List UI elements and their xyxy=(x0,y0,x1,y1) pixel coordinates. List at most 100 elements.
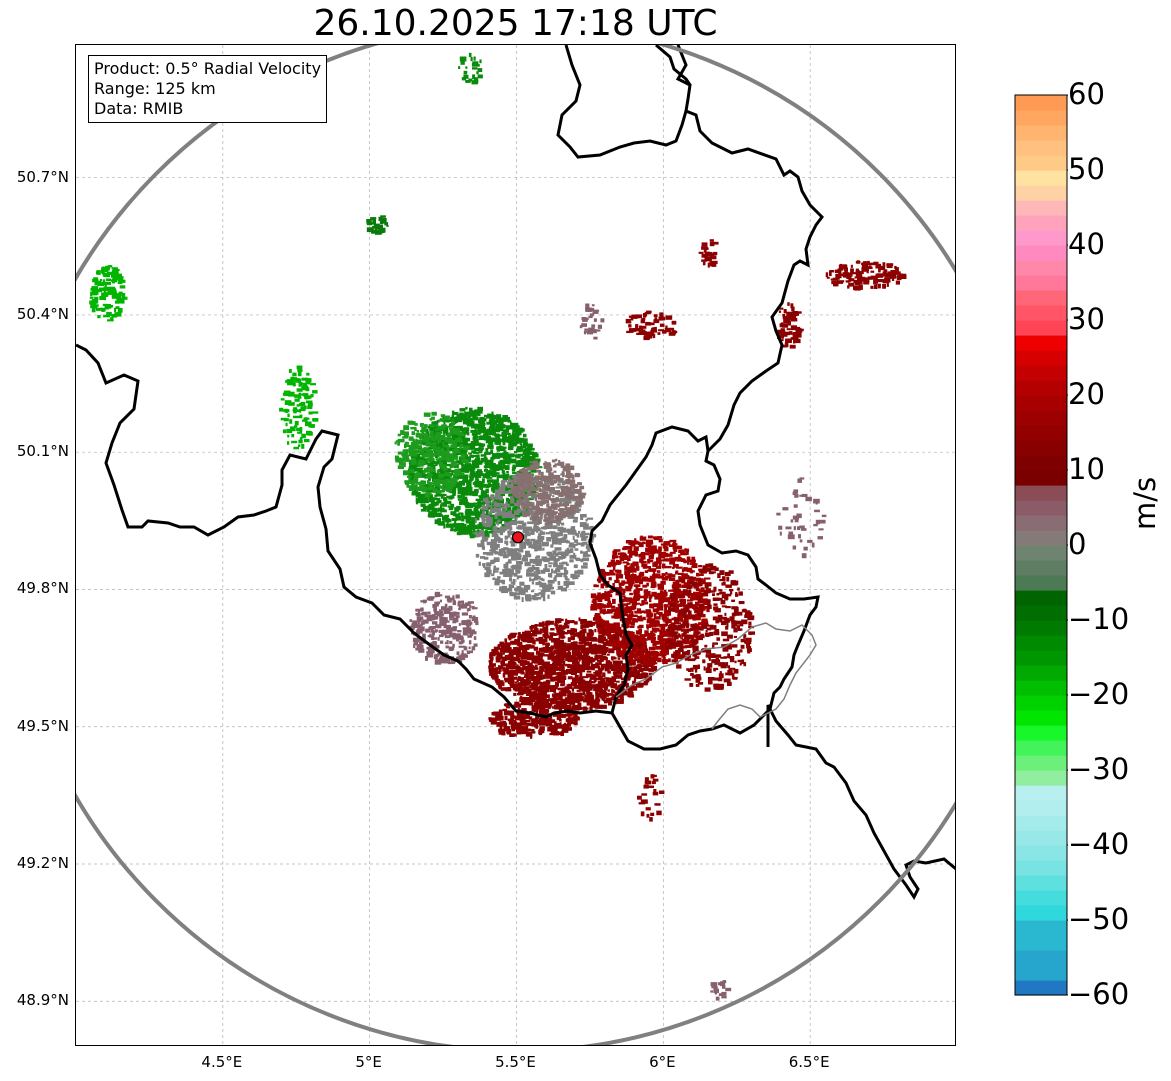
radar-site-marker[interactable] xyxy=(511,531,525,544)
lon-tick-label: 4.5°E xyxy=(201,1053,243,1071)
colorbar-segment xyxy=(1015,335,1067,351)
colorbar-segment xyxy=(1015,635,1067,651)
border-germany-south xyxy=(768,708,955,900)
colorbar-segment xyxy=(1015,125,1067,141)
colorbar-segment xyxy=(1015,455,1067,471)
colorbar-segment xyxy=(1015,680,1067,696)
range-ring xyxy=(76,45,955,1045)
radar-map[interactable] xyxy=(75,44,956,1046)
echo-cluster-4 xyxy=(488,617,658,712)
colorbar-segment xyxy=(1015,905,1067,921)
lat-tick-label: 49.8°N xyxy=(16,579,69,598)
colorbar-unit-label: m/s xyxy=(1128,476,1162,530)
echo-cluster-14 xyxy=(625,310,678,341)
colorbar-tick-label: 20 xyxy=(1068,377,1105,411)
colorbar-segment xyxy=(1015,245,1067,261)
colorbar-segment xyxy=(1015,515,1067,531)
border-belgium-france-west xyxy=(76,343,634,719)
colorbar-segment xyxy=(1015,890,1067,906)
colorbar-segment xyxy=(1015,365,1067,381)
product-label: Product: 0.5° Radial Velocity xyxy=(94,59,322,78)
colorbar-segment xyxy=(1015,425,1067,441)
country-borders xyxy=(76,45,955,900)
colorbar-segment xyxy=(1015,980,1067,996)
colorbar-tick-label: −20 xyxy=(1068,677,1130,711)
border-netherlands-top xyxy=(556,45,688,159)
colorbar-segment xyxy=(1015,575,1067,591)
echo-cluster-13 xyxy=(698,239,719,268)
lat-tick-label: 50.1°N xyxy=(16,442,69,461)
echo-cluster-12 xyxy=(777,302,804,349)
colorbar-segment xyxy=(1015,230,1067,246)
echo-cluster-9 xyxy=(89,265,128,322)
colorbar-segment xyxy=(1015,440,1067,456)
echo-cluster-15 xyxy=(579,303,605,340)
colorbar-segment xyxy=(1015,305,1067,321)
colorbar-tick-label: −30 xyxy=(1068,752,1130,786)
colorbar-segment xyxy=(1015,140,1067,156)
colorbar-tick-label: −10 xyxy=(1068,602,1130,636)
lon-tick-label: 6.5°E xyxy=(788,1053,830,1071)
colorbar-segment xyxy=(1015,725,1067,741)
lon-tick-label: 5°E xyxy=(355,1053,382,1071)
border-lorraine-grey xyxy=(615,622,817,730)
product-info-box: Product: 0.5° Radial Velocity Range: 125… xyxy=(88,55,328,123)
colorbar-segment xyxy=(1015,605,1067,621)
colorbar-segment xyxy=(1015,545,1067,561)
echo-cluster-8 xyxy=(488,699,580,739)
colorbar-tick-label: 50 xyxy=(1068,152,1105,186)
border-luxembourg-west xyxy=(588,425,820,751)
colorbar-segment xyxy=(1015,215,1067,231)
echo-cluster-11 xyxy=(825,260,907,291)
colorbar-segment xyxy=(1015,560,1067,576)
colorbar-segment xyxy=(1015,590,1067,606)
lat-tick-label: 49.2°N xyxy=(16,853,69,872)
colorbar-tick-label: 40 xyxy=(1068,227,1105,261)
range-label: Range: 125 km xyxy=(94,79,216,98)
range-ring-circle xyxy=(76,45,955,1045)
velocity-echoes xyxy=(89,52,907,1001)
colorbar-segment xyxy=(1015,815,1067,831)
colorbar-segment xyxy=(1015,785,1067,801)
colorbar-tick-label: 60 xyxy=(1068,77,1105,111)
colorbar-segment xyxy=(1015,695,1067,711)
colorbar-segment xyxy=(1015,290,1067,306)
colorbar-segment xyxy=(1015,710,1067,726)
echo-cluster-16 xyxy=(366,215,389,235)
colorbar-segment xyxy=(1015,410,1067,426)
border-netherlands-limburg xyxy=(655,45,692,86)
echo-cluster-6 xyxy=(664,563,755,692)
colorbar-segment xyxy=(1015,320,1067,336)
colorbar-segment xyxy=(1015,755,1067,771)
colorbar-segment xyxy=(1015,185,1067,201)
echo-cluster-19 xyxy=(710,980,732,1001)
colorbar-segment xyxy=(1015,860,1067,876)
colorbar-tick-label: −40 xyxy=(1068,827,1130,861)
colorbar-segment xyxy=(1015,875,1067,891)
border-belgium-east xyxy=(675,45,824,453)
echo-cluster-3 xyxy=(511,458,587,525)
graticule xyxy=(76,45,955,1045)
radar-map-canvas[interactable] xyxy=(76,45,956,1046)
colorbar-segment xyxy=(1015,470,1067,486)
colorbar-segment xyxy=(1015,200,1067,216)
colorbar-tick-label: 0 xyxy=(1068,527,1087,561)
lat-tick-label: 50.4°N xyxy=(16,304,69,323)
colorbar-segment xyxy=(1015,350,1067,366)
colorbar-segment xyxy=(1015,665,1067,681)
lat-tick-label: 48.9°N xyxy=(16,991,69,1010)
echo-cluster-17 xyxy=(458,52,483,85)
lat-tick-label: 50.7°N xyxy=(16,167,69,186)
colorbar-segment xyxy=(1015,530,1067,546)
colorbar-segment xyxy=(1015,485,1067,501)
colorbar-segment xyxy=(1015,275,1067,291)
colorbar-segment xyxy=(1015,830,1067,846)
colorbar-tick-label: 10 xyxy=(1068,452,1105,486)
colorbar-segment xyxy=(1015,110,1067,126)
border-saar xyxy=(766,704,772,747)
echo-cluster-20 xyxy=(776,477,827,559)
lat-tick-label: 49.5°N xyxy=(16,716,69,735)
colorbar-segment xyxy=(1015,770,1067,786)
radar-site xyxy=(511,531,525,544)
colorbar-tick-label: −50 xyxy=(1068,902,1130,936)
